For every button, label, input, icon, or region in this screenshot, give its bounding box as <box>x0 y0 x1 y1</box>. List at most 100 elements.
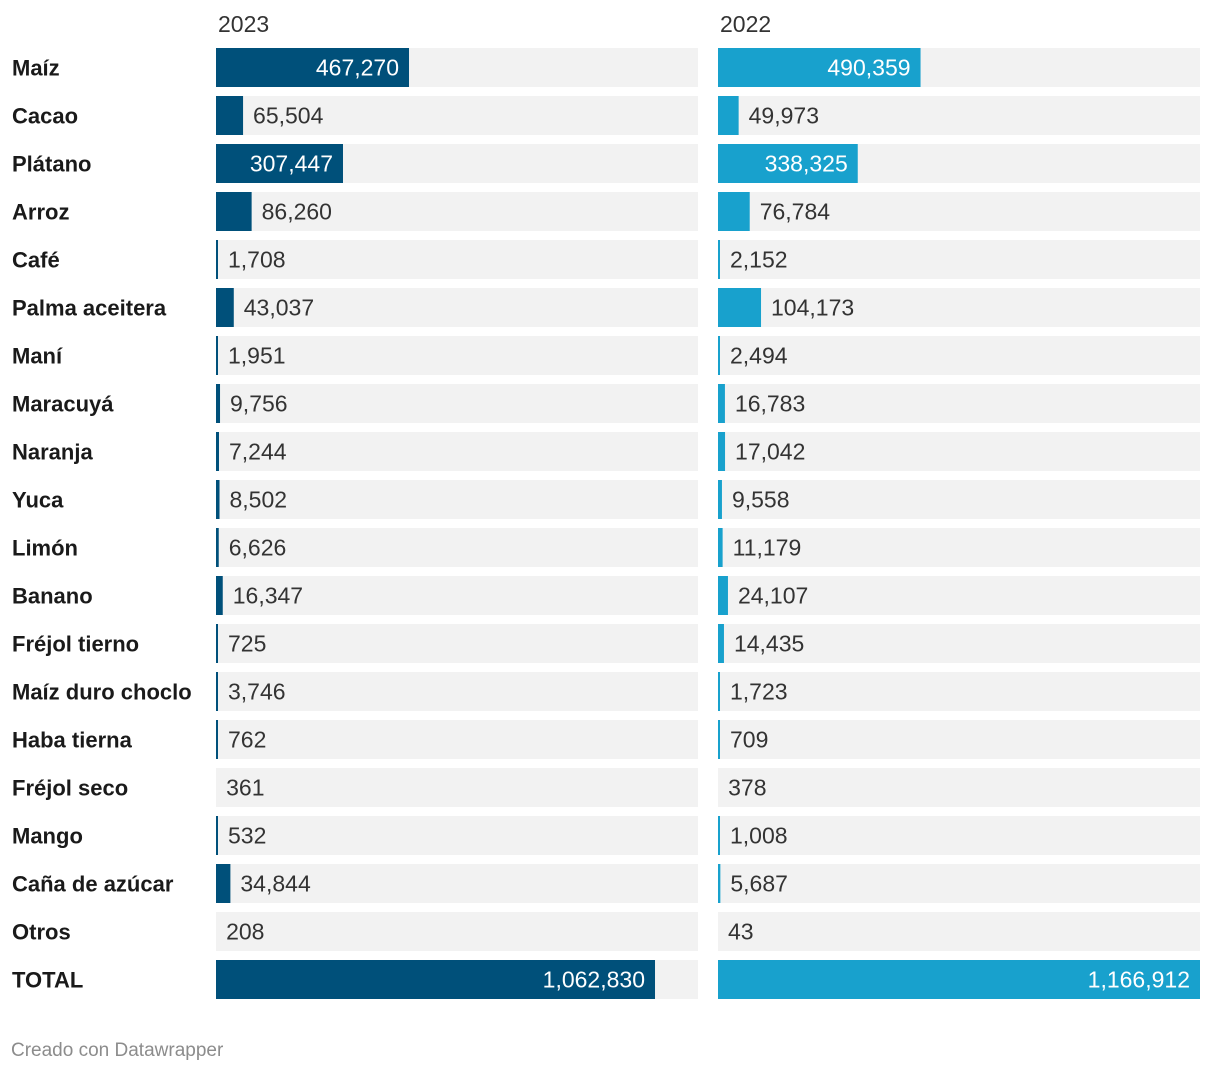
row-label: Caña de azúcar <box>12 872 174 897</box>
bar-background <box>216 192 698 231</box>
value-label: 86,260 <box>262 199 332 225</box>
bar-2023 <box>216 288 234 327</box>
value-label: 532 <box>228 823 266 849</box>
bar-background <box>718 96 1200 135</box>
value-label: 104,173 <box>771 295 854 321</box>
bar-background <box>216 96 698 135</box>
value-label: 2,494 <box>730 343 788 369</box>
bar-2023 <box>216 672 218 711</box>
bar-background <box>216 528 698 567</box>
value-label: 338,325 <box>765 151 848 177</box>
bar-background <box>718 576 1200 615</box>
value-label: 9,756 <box>230 391 288 417</box>
bar-background <box>718 432 1200 471</box>
bar-2022 <box>718 480 722 519</box>
bar-background <box>718 240 1200 279</box>
bar-2022 <box>718 336 720 375</box>
bar-background <box>718 384 1200 423</box>
bar-2023 <box>216 816 218 855</box>
row-label: Limón <box>12 536 78 561</box>
bar-2022 <box>718 816 720 855</box>
row-label: Plátano <box>12 152 91 177</box>
bar-2022 <box>718 720 720 759</box>
bar-background <box>216 288 698 327</box>
value-label: 1,008 <box>730 823 788 849</box>
bar-background <box>718 624 1200 663</box>
value-label: 467,270 <box>316 55 399 81</box>
value-label: 5,687 <box>730 871 788 897</box>
value-label: 3,746 <box>228 679 286 705</box>
bar-2022 <box>718 192 750 231</box>
bar-2023 <box>216 480 220 519</box>
bar-background <box>216 384 698 423</box>
bar-background <box>718 336 1200 375</box>
bar-background <box>718 672 1200 711</box>
value-label: 11,179 <box>733 535 802 561</box>
bar-2023 <box>216 240 218 279</box>
value-label: 8,502 <box>230 487 288 513</box>
bar-2022 <box>718 624 724 663</box>
row-label: Maracuyá <box>12 392 114 417</box>
bar-background <box>718 816 1200 855</box>
bar-2022 <box>718 672 720 711</box>
bar-2022 <box>718 48 921 87</box>
row-label: Cacao <box>12 104 78 129</box>
bar-background <box>216 768 698 807</box>
bar-2023 <box>216 864 231 903</box>
bar-2022 <box>718 384 725 423</box>
value-label: 208 <box>226 919 264 945</box>
value-label: 16,347 <box>233 583 303 609</box>
row-label: Mango <box>12 824 83 849</box>
bar-2023 <box>216 624 218 663</box>
row-label: Maíz <box>12 56 60 81</box>
bar-2023 <box>216 192 252 231</box>
bar-2022 <box>718 576 728 615</box>
value-label: 725 <box>228 631 266 657</box>
value-label: 1,166,912 <box>1088 967 1190 993</box>
value-label: 490,359 <box>827 55 910 81</box>
footer-credit: Creado con Datawrapper <box>11 1040 224 1061</box>
value-label: 762 <box>228 727 266 753</box>
row-label: Naranja <box>12 440 93 465</box>
bar-background <box>216 432 698 471</box>
value-label: 14,435 <box>734 631 804 657</box>
bar-background <box>718 288 1200 327</box>
row-label: Otros <box>12 920 71 945</box>
bar-2023 <box>216 384 221 423</box>
bar-background <box>718 480 1200 519</box>
bar-background <box>216 336 698 375</box>
bar-2023 <box>216 432 219 471</box>
bar-background <box>216 720 698 759</box>
value-label: 1,708 <box>228 247 286 273</box>
value-label: 34,844 <box>240 871 311 897</box>
value-label: 361 <box>226 775 264 801</box>
bar-background <box>216 624 698 663</box>
row-label: Arroz <box>12 200 69 225</box>
value-label: 16,783 <box>735 391 805 417</box>
value-label: 76,784 <box>760 199 831 225</box>
bar-background <box>718 192 1200 231</box>
bar-2022 <box>718 528 723 567</box>
bar-chart: 2023 2022 Maíz 467,270 490,359 Cacao 65,504 49,… <box>12 11 1200 999</box>
value-label: 1,723 <box>730 679 788 705</box>
bar-2023 <box>216 576 223 615</box>
column-header-2022: 2022 <box>720 11 771 37</box>
row-label: Maíz duro choclo <box>12 680 192 705</box>
bar-background <box>718 528 1200 567</box>
value-label: 6,626 <box>229 535 287 561</box>
bar-background <box>216 480 698 519</box>
bar-background <box>216 576 698 615</box>
bar-2022 <box>718 960 1200 999</box>
bar-2023 <box>216 720 218 759</box>
bar-background <box>718 720 1200 759</box>
bar-2023 <box>216 960 656 999</box>
bar-2023 <box>216 528 219 567</box>
value-label: 7,244 <box>229 439 287 465</box>
row-label: Café <box>12 248 60 273</box>
value-label: 43 <box>728 919 754 945</box>
bar-background <box>216 672 698 711</box>
bar-2022 <box>718 288 762 327</box>
bar-2023 <box>216 144 343 183</box>
bar-2023 <box>216 336 218 375</box>
bar-2022 <box>718 96 739 135</box>
